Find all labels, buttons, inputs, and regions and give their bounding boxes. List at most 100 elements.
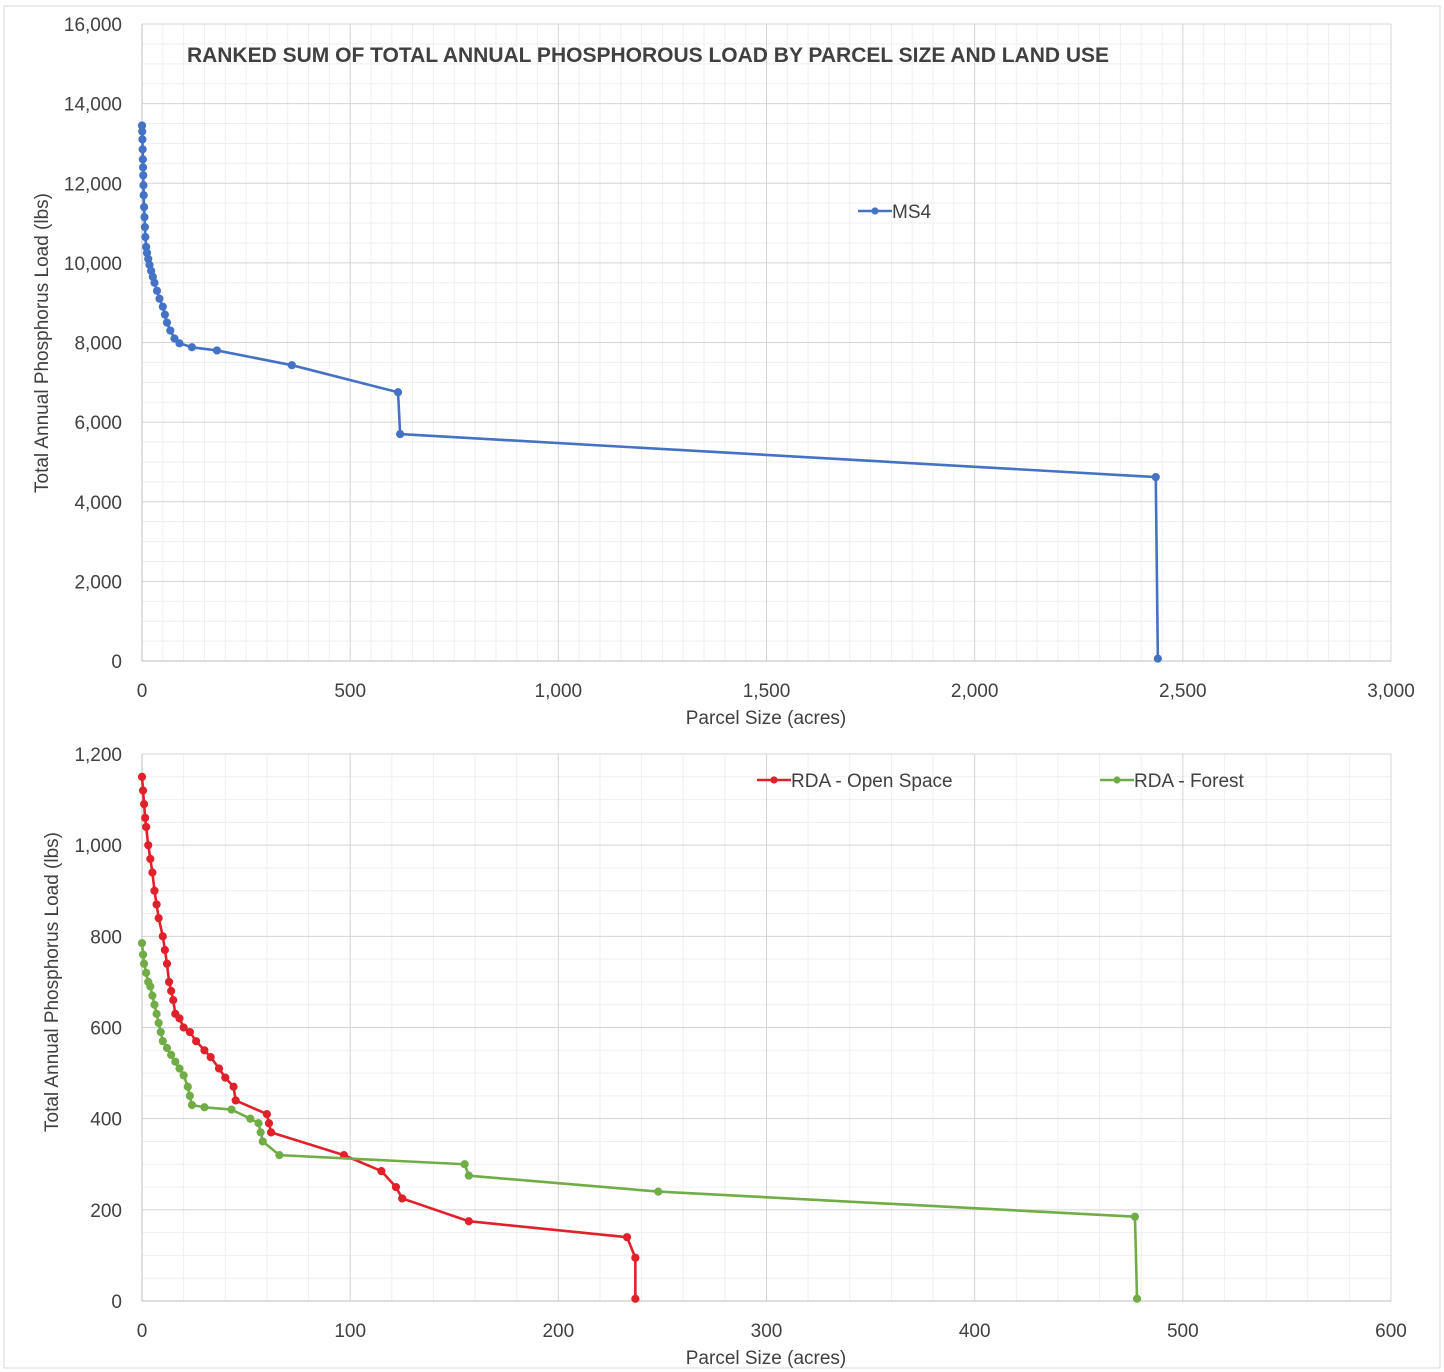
ms4-legend-marker [871, 207, 878, 214]
rda-open-space-point [378, 1167, 385, 1174]
rda-open-space-point [159, 933, 166, 940]
rda-forest-point [157, 1028, 164, 1035]
rda-forest-point [465, 1172, 472, 1179]
rda-y-tick-label: 200 [90, 1201, 122, 1222]
rda-forest-point [168, 1051, 175, 1058]
rda-forest-point [1131, 1213, 1138, 1220]
rda-y-tick-label: 400 [90, 1110, 122, 1131]
rda-open-space-point [465, 1218, 472, 1225]
rda-x-axis-title: Parcel Size (acres) [686, 1348, 847, 1369]
rda-forest-point [186, 1092, 193, 1099]
rda-open-space-point [632, 1254, 639, 1261]
rda-open-space-point [201, 1047, 208, 1054]
ms4-point [140, 172, 147, 179]
ms4-y-tick-label: 4,000 [74, 493, 122, 514]
rda-y-tick-label: 1,200 [74, 745, 122, 766]
rda-open-space-point [139, 787, 146, 794]
ms4-point [139, 146, 146, 153]
rda-open-space-point [155, 915, 162, 922]
ms4-y-tick-label: 14,000 [64, 95, 122, 116]
ms4-point [1152, 473, 1159, 480]
rda-open-space-point [267, 1129, 274, 1136]
rda-forest-point [255, 1120, 262, 1127]
rda-open-space-point [145, 842, 152, 849]
rda-open-space-point [142, 814, 149, 821]
ms4-y-tick-label: 0 [111, 652, 122, 673]
ms4-point [139, 156, 146, 163]
ms4-point [139, 136, 146, 143]
rda-forest-point [257, 1129, 264, 1136]
ms4-point [139, 164, 146, 171]
ms4-point [139, 128, 146, 135]
rda-forest-point [276, 1152, 283, 1159]
rda-open-space-point [222, 1074, 229, 1081]
ms4-point [140, 192, 147, 199]
rda-open-space-point [147, 855, 154, 862]
rda-forest-point [153, 1010, 160, 1017]
rda-open-space-point [143, 823, 150, 830]
rda-open-space-point [399, 1195, 406, 1202]
rda-forest-point [159, 1038, 166, 1045]
rda-open-space-point [232, 1097, 239, 1104]
rda-forest-point [188, 1101, 195, 1108]
rda-y-tick-label: 0 [111, 1292, 122, 1313]
ms4-point [142, 233, 149, 240]
ms4-point [394, 389, 401, 396]
ms4-legend-label: MS4 [892, 202, 932, 223]
ms4-point [176, 340, 183, 347]
rda-forest-point [143, 969, 150, 976]
rda-open-space-point [623, 1234, 630, 1241]
ms4-point [141, 213, 148, 220]
rda-open-space-point [138, 773, 145, 780]
ms4-point [397, 430, 404, 437]
rda-forest-point [163, 1044, 170, 1051]
rda-open-space-point [632, 1295, 639, 1302]
rda-forest-point [180, 1072, 187, 1079]
rda-open-space-point [180, 1024, 187, 1031]
rda-open-space-point [215, 1065, 222, 1072]
rda-open-space-point [163, 960, 170, 967]
rda-forest-point [139, 951, 146, 958]
rda-x-tick-label: 100 [334, 1321, 366, 1342]
ms4-x-tick-label: 1,500 [743, 681, 791, 702]
ms4-point [140, 182, 147, 189]
rda-forest-point [140, 960, 147, 967]
rda-forest-legend-marker [1113, 776, 1120, 783]
rda-forest-point [201, 1104, 208, 1111]
rda-open-space-point [153, 901, 160, 908]
ms4-x-tick-label: 2,000 [951, 681, 999, 702]
ms4-point [159, 303, 166, 310]
rda-x-tick-label: 200 [542, 1321, 574, 1342]
ms4-point [213, 347, 220, 354]
rda-open-space-point [149, 869, 156, 876]
rda-forest-point [147, 983, 154, 990]
ms4-y-tick-label: 2,000 [74, 572, 122, 593]
rda-open-space-point [140, 801, 147, 808]
rda-open-space-point [392, 1183, 399, 1190]
ms4-point [140, 204, 147, 211]
ms4-x-tick-label: 2,500 [1159, 681, 1207, 702]
rda-forest-point [259, 1138, 266, 1145]
ms4-point [153, 287, 160, 294]
rda-open-space-point [165, 978, 172, 985]
ms4-x-tick-label: 0 [137, 681, 148, 702]
chart-title: RANKED SUM OF TOTAL ANNUAL PHOSPHOROUS L… [187, 44, 1109, 67]
ms4-point [188, 344, 195, 351]
rda-x-tick-label: 600 [1375, 1321, 1407, 1342]
rda-x-tick-label: 0 [137, 1321, 148, 1342]
rda-forest-point [228, 1106, 235, 1113]
ms4-point [161, 311, 168, 318]
ms4-x-tick-label: 3,000 [1367, 681, 1415, 702]
rda-forest-point [247, 1115, 254, 1122]
rda-forest-point [655, 1188, 662, 1195]
ms4-point [167, 327, 174, 334]
ms4-y-tick-label: 6,000 [74, 413, 122, 434]
rda-open-space-point [186, 1028, 193, 1035]
rda-forest-point [176, 1065, 183, 1072]
rda-y-tick-label: 1,000 [74, 836, 122, 857]
rda-y-tick-label: 600 [90, 1019, 122, 1040]
ms4-y-tick-label: 8,000 [74, 334, 122, 355]
rda-open-space-point [193, 1038, 200, 1045]
ms4-point [288, 362, 295, 369]
